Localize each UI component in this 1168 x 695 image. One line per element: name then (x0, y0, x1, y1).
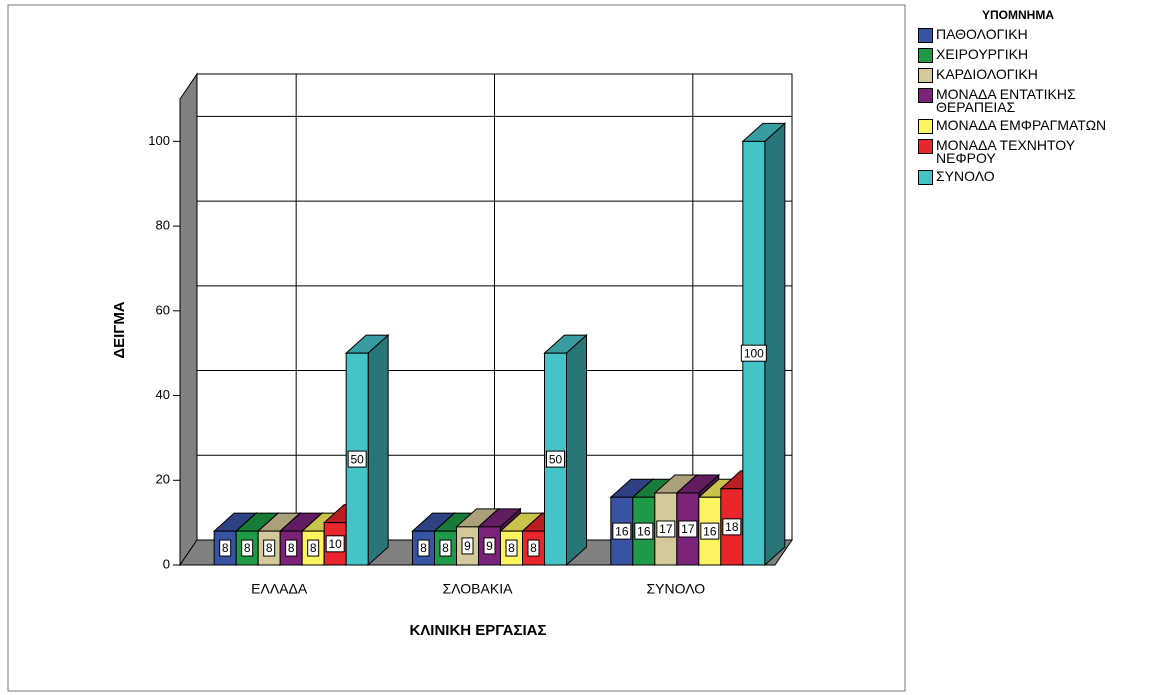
value-label: 17 (681, 522, 695, 536)
x-tick-label: ΣΥΝΟΛΟ (646, 581, 705, 597)
value-label-box (263, 539, 276, 557)
legend-item: ΜΟΝΑΔΑ ΕΜΦΡΑΓΜΑΤΩΝ (918, 117, 1163, 134)
y-tick-label: 80 (156, 218, 170, 233)
value-label-box (483, 537, 496, 555)
bar-side (367, 334, 389, 567)
bar-side (764, 122, 786, 567)
value-label-box (439, 539, 452, 557)
legend-item: ΠΑΘΟΛΟΓΙΚΗ (918, 26, 1163, 43)
value-label-box (505, 539, 518, 557)
value-label-box (219, 539, 232, 557)
legend-item: ΜΟΝΑΔΑ ΕΝΤΑΤΙΚΗΣ ΘΕΡΑΠΕΙΑΣ (918, 86, 1163, 115)
value-label-box (347, 450, 367, 468)
y-tick-label: 40 (156, 387, 170, 402)
value-label-box (527, 539, 540, 557)
legend: ΥΠΟΜΝΗΜΑ ΠΑΘΟΛΟΓΙΚΗ ΧΕΙΡΟΥΡΓΙΚΗ ΚΑΡΔΙΟΛΟΓΙ… (918, 8, 1163, 190)
value-label-box (678, 520, 698, 538)
legend-label: ΜΟΝΑΔΑ ΤΕΧΝΗΤΟΥ ΝΕΦΡΟΥ (936, 137, 1075, 166)
value-label-box (700, 522, 720, 540)
x-tick-label: ΕΛΛΑΔΑ (251, 581, 308, 597)
value-label: 8 (508, 541, 515, 555)
value-label: 8 (222, 541, 229, 555)
value-label-box (307, 539, 320, 557)
legend-label: ΧΕΙΡΟΥΡΓΙΚΗ (936, 46, 1029, 62)
legend-swatch (918, 88, 933, 103)
y-tick-label: 20 (156, 472, 170, 487)
legend-swatch (918, 119, 933, 134)
value-label-box (417, 539, 430, 557)
value-label: 17 (659, 522, 673, 536)
value-label: 8 (310, 541, 317, 555)
value-label-box (285, 539, 298, 557)
value-label: 16 (637, 524, 651, 538)
legend-item: ΜΟΝΑΔΑ ΤΕΧΝΗΤΟΥ ΝΕΦΡΟΥ (918, 137, 1163, 166)
value-label-box (546, 450, 565, 468)
value-label: 50 (549, 452, 563, 466)
x-axis-title: ΚΛΙΝΙΚΗ ΕΡΓΑΣΙΑΣ (409, 622, 546, 639)
legend-item: ΧΕΙΡΟΥΡΓΙΚΗ (918, 46, 1163, 63)
value-label: 8 (288, 541, 295, 555)
legend-swatch (918, 68, 933, 83)
legend-item: ΚΑΡΔΙΟΛΟΓΙΚΗ (918, 66, 1163, 83)
value-label-box (656, 520, 676, 538)
value-label: 100 (744, 346, 764, 360)
legend-swatch (918, 28, 933, 43)
legend-label: ΣΥΝΟΛΟ (936, 168, 995, 184)
value-label: 18 (725, 520, 739, 534)
value-label-box (740, 344, 767, 362)
value-label: 10 (328, 537, 342, 551)
legend-swatch (918, 139, 933, 154)
bar (344, 334, 390, 567)
value-label: 16 (703, 524, 717, 538)
legend-label: ΠΑΘΟΛΟΓΙΚΗ (936, 26, 1028, 42)
bar-side (566, 334, 587, 567)
bar (741, 122, 787, 567)
value-label: 9 (486, 539, 493, 553)
legend-label: ΜΟΝΑΔΑ ΕΝΤΑΤΙΚΗΣ ΘΕΡΑΠΕΙΑΣ (936, 86, 1076, 115)
value-label-box (612, 522, 632, 540)
legend-item: ΣΥΝΟΛΟ (918, 168, 1163, 185)
legend-label: ΚΑΡΔΙΟΛΟΓΙΚΗ (936, 66, 1038, 82)
side-wall (179, 72, 198, 567)
legend-swatch (918, 48, 933, 63)
y-tick-label: 100 (148, 133, 170, 148)
legend-label: ΜΟΝΑΔΑ ΕΜΦΡΑΓΜΑΤΩΝ (936, 117, 1107, 133)
value-label: 8 (266, 541, 273, 555)
y-axis-title: ΔΕΙΓΜΑ (111, 301, 128, 358)
value-label: 8 (530, 541, 537, 555)
value-label: 8 (420, 541, 427, 555)
value-label: 8 (244, 541, 251, 555)
y-tick-label: 60 (156, 302, 170, 317)
value-label-box (461, 537, 474, 555)
value-label-box (241, 539, 254, 557)
x-tick-label: ΣΛΟΒΑΚΙΑ (443, 581, 514, 597)
value-label: 50 (350, 452, 364, 466)
value-label-box (634, 522, 654, 540)
value-label: 16 (615, 524, 629, 538)
legend-title: ΥΠΟΜΝΗΜΑ (982, 8, 1054, 22)
value-label-box (722, 518, 742, 536)
value-label-box (325, 535, 345, 553)
value-label: 8 (442, 541, 449, 555)
value-label: 9 (464, 539, 471, 553)
bar (543, 334, 588, 567)
legend-swatch (918, 170, 933, 185)
y-tick-label: 0 (163, 556, 170, 571)
